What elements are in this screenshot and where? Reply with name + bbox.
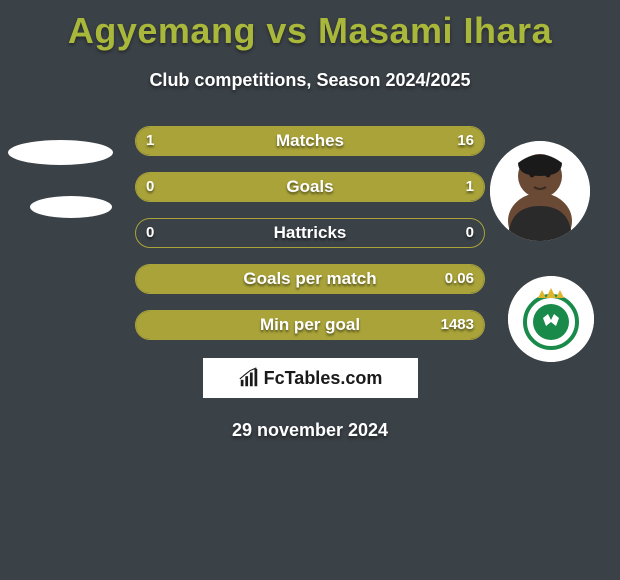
watermark: FcTables.com <box>203 358 418 398</box>
stat-row: 0.06Goals per match <box>135 264 485 294</box>
stat-row: 116Matches <box>135 126 485 156</box>
date-text: 29 november 2024 <box>0 420 620 441</box>
stat-label: Hattricks <box>136 219 484 247</box>
avatar-icon <box>490 141 590 241</box>
stat-label: Goals per match <box>136 265 484 293</box>
left-ellipse-1 <box>8 140 113 165</box>
chart-icon <box>238 367 260 389</box>
watermark-text: FcTables.com <box>264 368 383 389</box>
stat-row: 01Goals <box>135 172 485 202</box>
stat-row: 00Hattricks <box>135 218 485 248</box>
stat-label: Matches <box>136 127 484 155</box>
crest-icon <box>508 276 594 362</box>
stat-label: Min per goal <box>136 311 484 339</box>
left-ellipse-2 <box>30 196 112 218</box>
page-title: Agyemang vs Masami Ihara <box>0 0 620 52</box>
player-avatar <box>490 141 590 241</box>
stats-area: 116Matches 01Goals 00Hattricks 0.06Goals pe… <box>0 126 620 340</box>
stat-label: Goals <box>136 173 484 201</box>
club-crest <box>508 276 594 362</box>
subtitle: Club competitions, Season 2024/2025 <box>0 70 620 91</box>
stat-row: 1483Min per goal <box>135 310 485 340</box>
